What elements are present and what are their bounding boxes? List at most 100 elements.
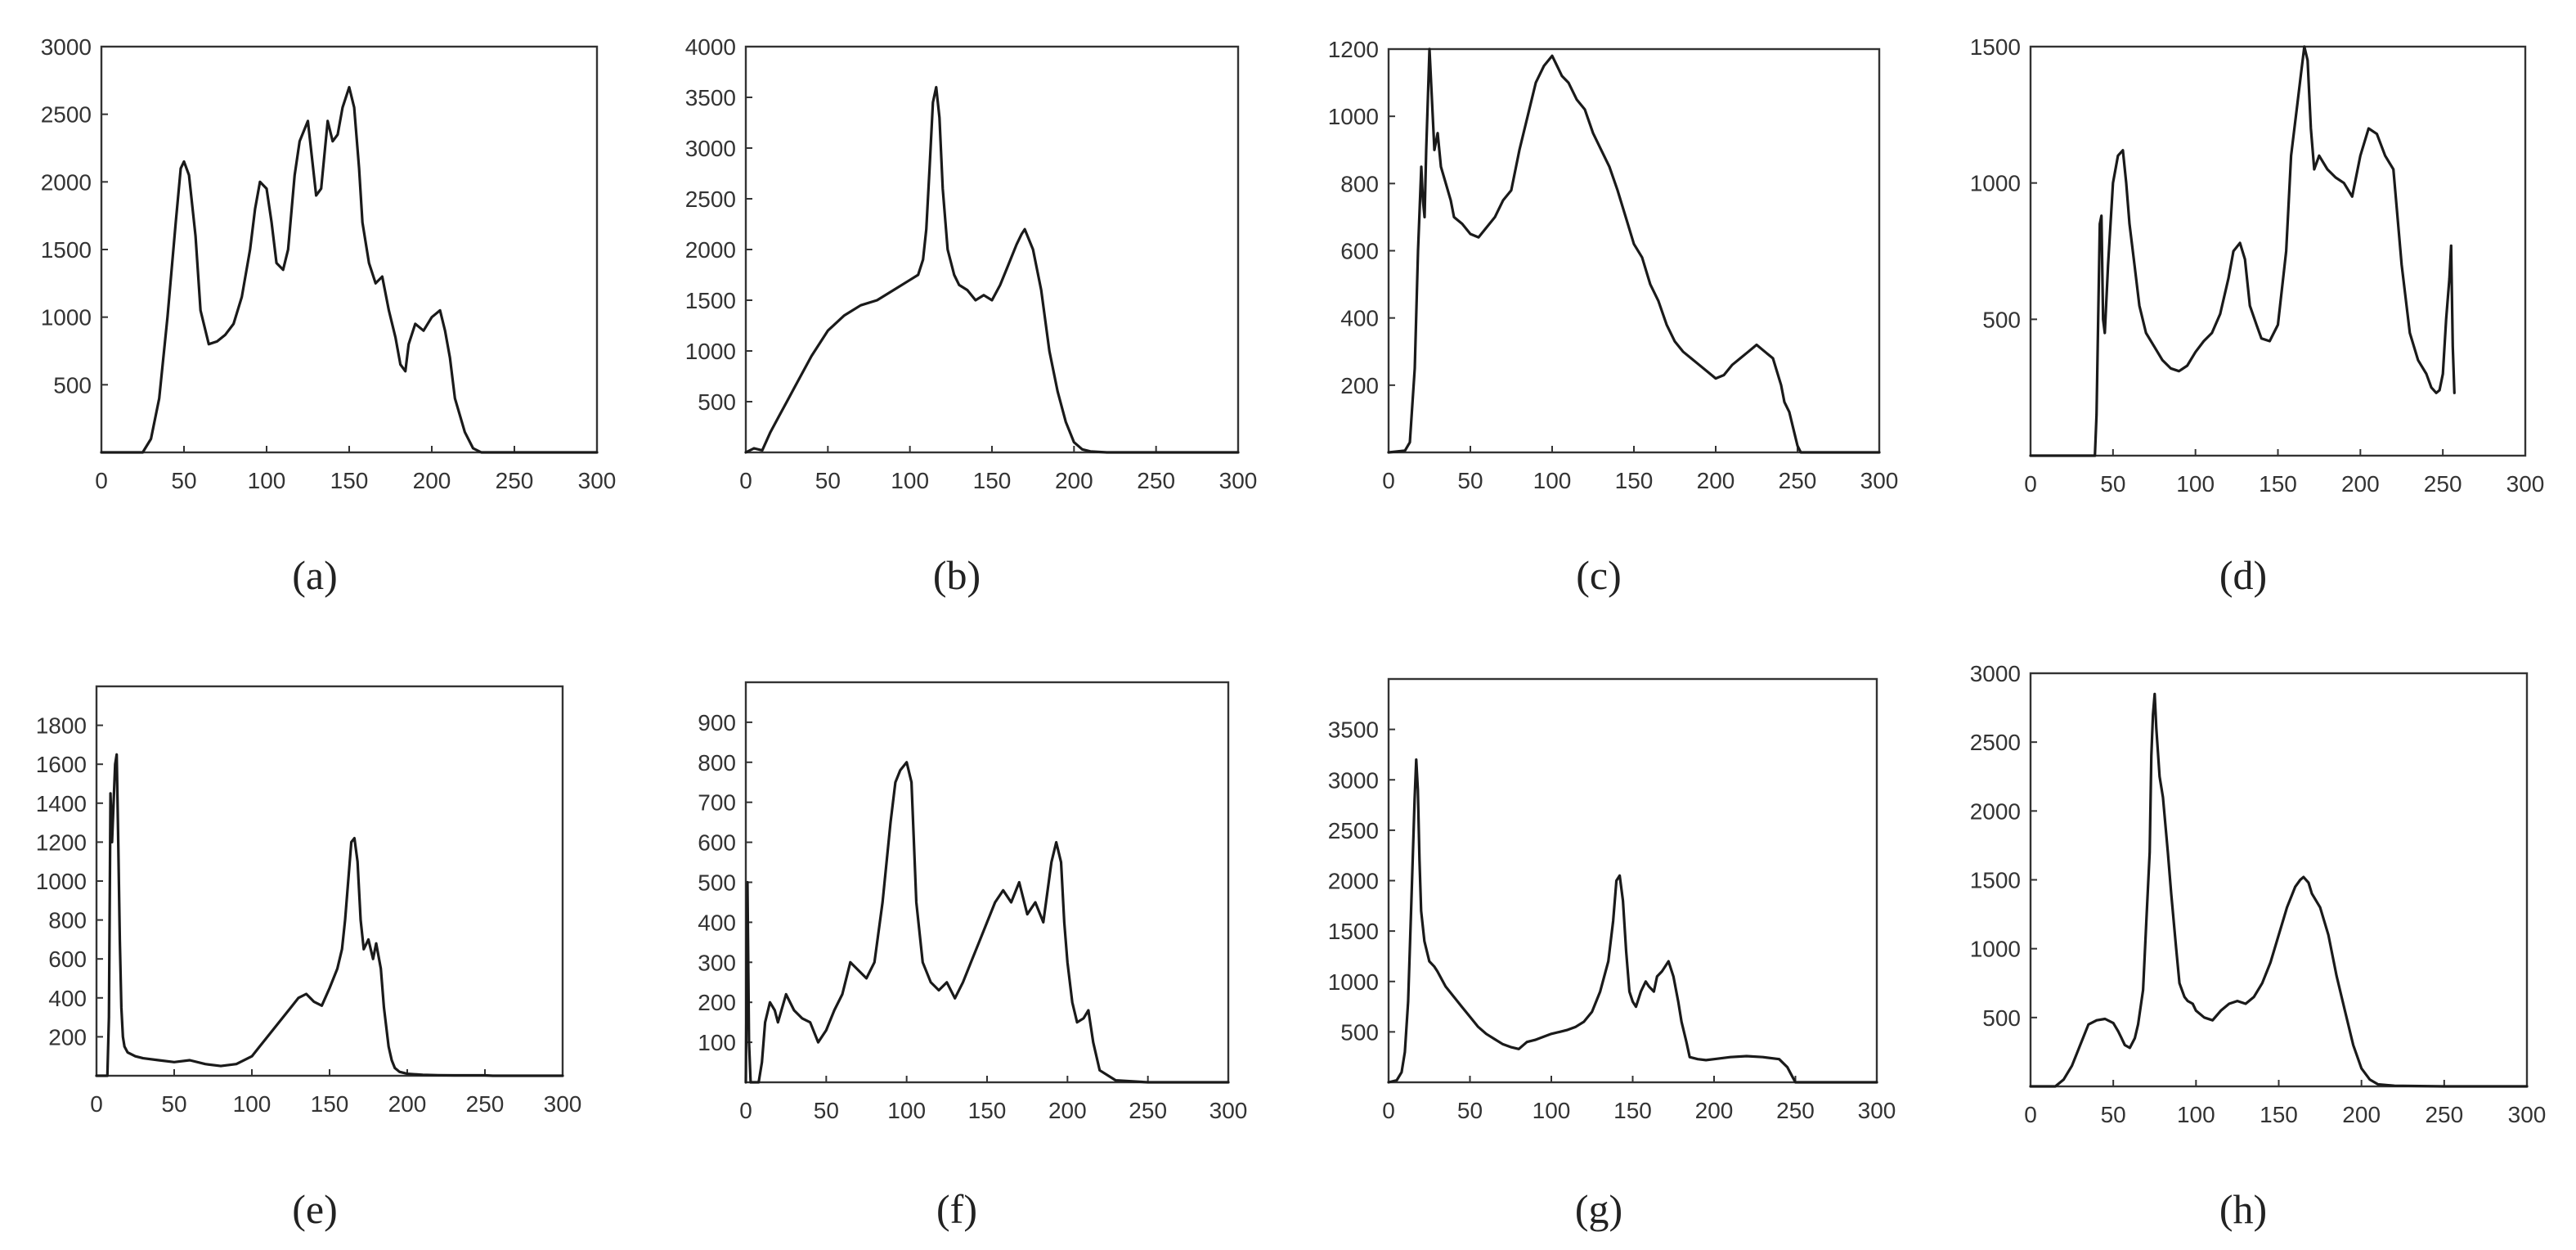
y-tick-label: 1500 [41, 237, 92, 263]
histogram-panel-g: 0 50 100 150 200 250 300 500 1000 1500 2000 2500 300… [1328, 677, 1896, 1232]
x-tick-label: 300 [1219, 468, 1258, 493]
x-tick-label: 250 [1137, 468, 1175, 493]
histogram-line-e [95, 753, 564, 1077]
plot-frame [744, 45, 1240, 454]
y-tick-label: 1200 [36, 830, 87, 855]
x-tick-label: 50 [161, 1091, 186, 1117]
plot-frame [95, 685, 564, 1077]
y-tick-label: 1200 [1328, 37, 1379, 62]
y-tick-label: 500 [1340, 1019, 1379, 1045]
panel-label-d: (d) [2219, 552, 2267, 598]
y-tick-label: 400 [698, 910, 736, 935]
x-tick-label: 0 [95, 468, 108, 493]
histogram-line-d [2029, 45, 2456, 457]
histogram-line-f [744, 761, 1230, 1084]
plot-frame [1387, 47, 1881, 454]
y-tick-label: 500 [1982, 307, 2021, 332]
y-tick-label: 900 [698, 710, 736, 735]
x-tick-label: 200 [1697, 468, 1735, 493]
x-tick-label: 250 [1129, 1098, 1167, 1123]
x-tick-label: 100 [891, 468, 929, 493]
panel-label-c: (c) [1576, 552, 1622, 598]
y-tick-label: 200 [1340, 373, 1379, 398]
x-tick-label: 150 [973, 468, 1012, 493]
x-tick-label: 150 [1615, 468, 1654, 493]
x-tick-label: 0 [1382, 1098, 1395, 1123]
y-tick-label: 300 [698, 950, 736, 975]
y-tick-label: 3000 [41, 34, 92, 60]
y-tick-label: 600 [48, 946, 87, 972]
y-tick-label: 200 [48, 1024, 87, 1050]
y-tick-label: 1000 [1328, 104, 1379, 129]
y-tick-label: 3000 [1328, 767, 1379, 793]
panel-label-e: (e) [292, 1186, 338, 1232]
y-tick-label: 2000 [1970, 798, 2021, 824]
x-tick-label: 0 [739, 1098, 752, 1123]
x-tick-label: 100 [1533, 1098, 1571, 1123]
y-tick-label: 1600 [36, 752, 87, 777]
x-tick-label: 300 [544, 1091, 582, 1117]
x-tick-label: 300 [1209, 1098, 1248, 1123]
y-tick-label: 1000 [41, 305, 92, 330]
histogram-panel-c: 0 50 100 150 200 250 300 200 400 600 800 1000 1200 (c… [1328, 37, 1899, 598]
x-tick-label: 150 [968, 1098, 1007, 1123]
x-tick-label: 150 [311, 1091, 349, 1117]
x-tick-label: 100 [233, 1091, 272, 1117]
x-tick-label: 250 [1779, 468, 1817, 493]
histogram-line-a [100, 85, 599, 454]
x-tick-label: 300 [578, 468, 617, 493]
histogram-panel-a: 0 50 100 150 200 250 300 500 1000 1500 2000 2500 300… [41, 34, 617, 598]
x-tick-label: 150 [2260, 1102, 2298, 1127]
y-tick-label: 1500 [1970, 868, 2021, 893]
y-tick-label: 500 [53, 372, 92, 398]
y-tick-label: 1500 [685, 288, 736, 313]
y-tick-label: 1500 [1328, 919, 1379, 944]
plot-frame [1387, 677, 1878, 1084]
y-tick-label: 3000 [1970, 661, 2021, 686]
x-tick-label: 300 [1860, 468, 1899, 493]
x-tick-label: 50 [814, 1098, 839, 1123]
y-tick-label: 2000 [1328, 869, 1379, 894]
x-tick-label: 0 [90, 1091, 103, 1117]
histogram-panel-h: 0 50 100 150 200 250 300 500 1000 1500 2000 2500 300… [1970, 661, 2547, 1232]
x-tick-label: 0 [2024, 1102, 2037, 1127]
x-tick-label: 200 [1055, 468, 1093, 493]
x-tick-label: 300 [2506, 471, 2545, 497]
y-tick-label: 3000 [685, 136, 736, 161]
x-tick-label: 0 [2024, 471, 2037, 497]
x-tick-label: 150 [2259, 471, 2297, 497]
x-tick-label: 50 [2100, 471, 2125, 497]
y-tick-label: 400 [48, 986, 87, 1011]
y-tick-label: 1400 [36, 791, 87, 816]
y-tick-label: 1000 [685, 339, 736, 364]
plot-frame [2029, 672, 2529, 1088]
histogram-line-g [1387, 758, 1878, 1084]
x-tick-label: 50 [2101, 1102, 2126, 1127]
x-tick-label: 200 [1048, 1098, 1087, 1123]
x-tick-label: 0 [1382, 468, 1395, 493]
panel-label-g: (g) [1575, 1186, 1622, 1232]
y-tick-label: 500 [698, 389, 736, 415]
histogram-line-c [1387, 47, 1881, 454]
x-tick-label: 250 [2424, 471, 2462, 497]
x-tick-label: 100 [2176, 471, 2215, 497]
histogram-panel-f: 0 50 100 150 200 250 300 100 200 300 400 500 600 700 8… [698, 681, 1248, 1232]
x-tick-label: 150 [1613, 1098, 1652, 1123]
y-tick-label: 2500 [685, 187, 736, 212]
panel-label-f: (f) [936, 1186, 977, 1232]
y-tick-label: 500 [698, 870, 736, 896]
y-tick-label: 2500 [41, 102, 92, 128]
x-tick-label: 200 [413, 468, 451, 493]
x-tick-label: 100 [2177, 1102, 2215, 1127]
y-tick-label: 4000 [685, 34, 736, 60]
x-tick-label: 250 [496, 468, 534, 493]
x-tick-label: 250 [466, 1091, 505, 1117]
y-tick-label: 1000 [1970, 171, 2021, 196]
x-tick-label: 150 [330, 468, 369, 493]
plot-frame [744, 681, 1230, 1084]
y-tick-label: 3500 [1328, 717, 1379, 743]
y-tick-label: 800 [698, 750, 736, 776]
histogram-line-b [744, 85, 1240, 454]
y-tick-label: 800 [48, 908, 87, 933]
